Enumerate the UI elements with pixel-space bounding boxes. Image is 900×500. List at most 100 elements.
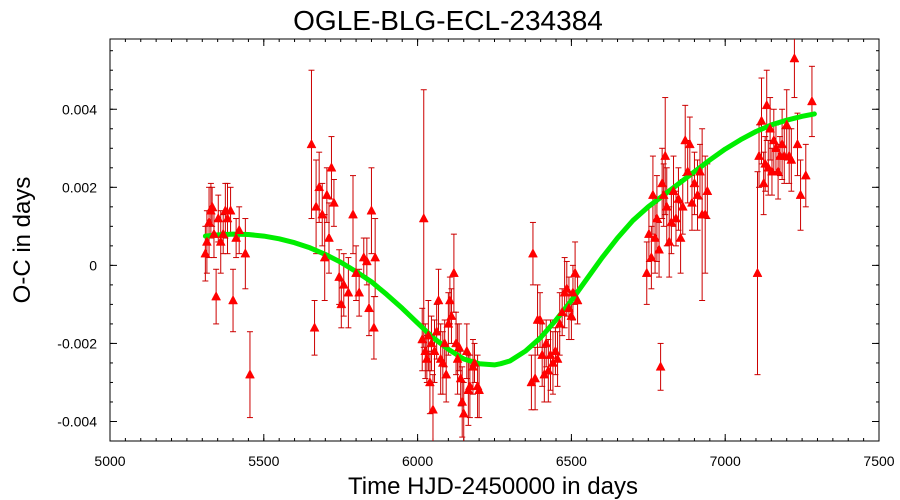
data-point: [680, 134, 691, 145]
data-point: [807, 95, 817, 106]
data-point: [348, 209, 358, 219]
data-point: [541, 337, 552, 348]
data-point: [429, 345, 440, 355]
plot-frame: [109, 38, 880, 442]
data-point: [444, 294, 455, 305]
x-tick-label: 5000: [94, 453, 125, 469]
data-point: [655, 361, 666, 371]
data-point: [204, 216, 214, 227]
data-point: [311, 201, 322, 211]
data-point: [437, 357, 448, 367]
data-point: [457, 396, 468, 406]
data-point: [550, 345, 561, 355]
data-point: [455, 373, 466, 383]
data-point: [566, 310, 577, 320]
data-point: [433, 294, 444, 305]
data-point: [314, 181, 325, 192]
y-tick-label: -0.004: [57, 413, 97, 429]
data-point: [351, 267, 361, 277]
data-point: [530, 373, 541, 383]
data-points: [200, 52, 817, 418]
y-tick-label: -0.002: [57, 335, 97, 351]
data-point: [767, 166, 777, 176]
data-point: [668, 185, 679, 195]
data-point: [336, 298, 347, 309]
data-point: [228, 294, 238, 305]
data-point: [309, 322, 320, 332]
data-point: [426, 337, 437, 348]
x-tick-label: 6000: [402, 453, 433, 469]
data-point: [334, 271, 345, 281]
data-point: [240, 248, 251, 258]
data-point: [651, 212, 662, 223]
data-point: [537, 349, 548, 359]
fit-curve: [202, 111, 817, 368]
data-point: [343, 287, 354, 297]
data-point: [664, 236, 675, 246]
data-point: [570, 267, 581, 277]
data-point: [756, 115, 767, 125]
data-point: [661, 201, 672, 211]
data-point: [215, 236, 226, 246]
y-axis-label: O-C in days: [9, 177, 36, 304]
data-point: [464, 380, 475, 391]
data-point: [321, 189, 332, 199]
data-point: [758, 177, 769, 188]
data-point: [474, 384, 485, 395]
fit-curve-layer: [202, 111, 817, 368]
data-point: [245, 369, 255, 379]
data-point: [441, 369, 452, 379]
data-point: [682, 166, 693, 176]
data-point: [658, 189, 669, 199]
y-tick-label: 0.004: [62, 101, 97, 117]
data-point: [446, 310, 457, 320]
data-point: [773, 166, 784, 176]
x-tick-label: 6500: [556, 453, 587, 469]
data-point: [684, 138, 695, 149]
data-point: [454, 341, 465, 352]
data-point: [370, 252, 381, 262]
data-point: [781, 119, 792, 129]
data-point: [654, 244, 664, 254]
data-point: [213, 212, 224, 223]
y-tick-label: 0: [89, 257, 97, 273]
data-point: [234, 224, 245, 234]
data-point: [306, 138, 317, 149]
data-point: [431, 326, 442, 336]
data-point: [452, 353, 463, 363]
data-point: [317, 209, 328, 219]
data-point: [561, 283, 572, 293]
data-point: [439, 337, 450, 348]
data-point: [660, 150, 671, 160]
data-point: [421, 353, 432, 363]
data-point: [458, 408, 469, 418]
data-point: [761, 99, 772, 110]
data-point: [364, 302, 374, 313]
error-bars: [202, 39, 815, 441]
data-point: [768, 134, 779, 145]
data-point: [461, 345, 472, 355]
y-tick-label: 0.002: [62, 179, 97, 195]
data-point: [207, 201, 218, 211]
data-point: [209, 228, 219, 238]
data-point: [777, 138, 788, 149]
data-point: [695, 166, 705, 176]
data-point: [754, 150, 764, 160]
data-point: [552, 353, 563, 363]
data-point: [657, 177, 668, 188]
data-point: [677, 201, 688, 211]
data-point: [424, 376, 435, 387]
data-point: [366, 205, 377, 215]
data-point: [689, 177, 700, 188]
data-point: [324, 232, 334, 242]
data-point: [795, 189, 806, 199]
data-point: [800, 170, 811, 180]
data-point: [789, 52, 800, 63]
data-point: [700, 209, 711, 219]
data-point: [225, 205, 236, 215]
data-point: [673, 193, 684, 203]
data-point: [201, 236, 212, 246]
data-point: [765, 123, 776, 133]
data-point: [469, 357, 480, 367]
chart-title: OGLE-BLG-ECL-234384: [293, 5, 603, 36]
